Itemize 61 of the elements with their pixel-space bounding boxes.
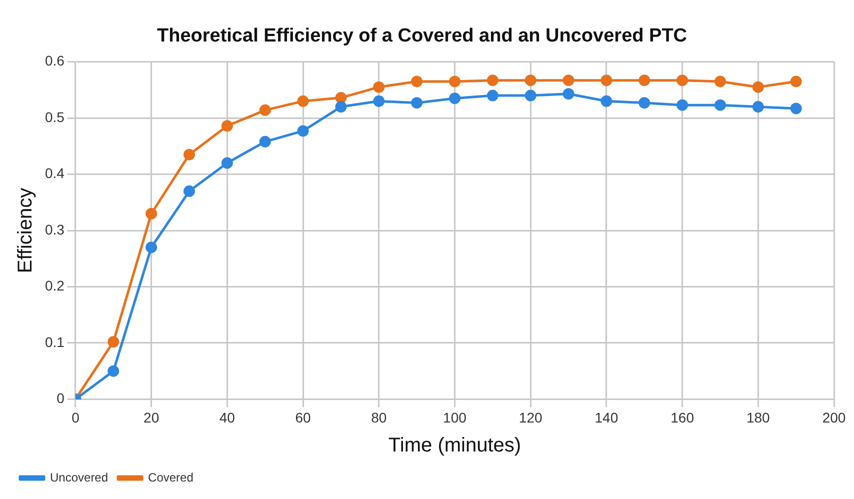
- point: [676, 99, 688, 111]
- x-tick-label: 100: [443, 409, 467, 426]
- point: [335, 101, 347, 113]
- y-tick-label: 0.5: [44, 108, 65, 125]
- x-axis-title: Time (minutes): [388, 434, 522, 457]
- point: [638, 74, 650, 86]
- point: [108, 365, 120, 377]
- y-tick-label: 0.1: [44, 334, 65, 350]
- point: [259, 136, 271, 148]
- point: [524, 74, 536, 86]
- x-tick-label: 40: [219, 409, 236, 426]
- point: [562, 74, 574, 86]
- x-tick-label: 0: [72, 409, 80, 426]
- x-tick-label: 180: [746, 409, 770, 426]
- y-tick-label: 0: [56, 390, 65, 406]
- point: [448, 92, 460, 104]
- point: [524, 90, 536, 102]
- point: [600, 74, 612, 86]
- y-axis-title: Efficiency: [14, 188, 37, 274]
- x-tick-label: 120: [518, 409, 542, 426]
- x-tick-label: 20: [144, 409, 160, 426]
- point: [752, 81, 764, 93]
- point: [411, 97, 423, 109]
- point: [108, 336, 120, 348]
- point: [790, 102, 802, 114]
- point: [297, 95, 309, 107]
- y-tick-label: 0.2: [44, 278, 65, 294]
- point: [714, 76, 726, 88]
- x-tick-label: 140: [594, 409, 618, 426]
- x-tick-label: 60: [295, 409, 312, 426]
- point: [297, 125, 309, 137]
- point: [486, 90, 498, 102]
- y-tick-label: 0.6: [44, 52, 65, 69]
- point: [600, 95, 612, 107]
- y-tick-label: 0.3: [44, 221, 65, 238]
- point: [146, 208, 158, 220]
- point: [221, 120, 233, 132]
- point: [411, 76, 423, 88]
- x-tick-label: 200: [822, 409, 846, 426]
- point: [183, 148, 195, 160]
- point: [562, 88, 574, 100]
- point: [221, 157, 233, 169]
- legend-label: Covered: [148, 470, 194, 484]
- y-tick-label: 0.4: [44, 165, 65, 182]
- point: [335, 92, 347, 104]
- point: [790, 76, 802, 88]
- point: [183, 185, 195, 197]
- point: [373, 81, 385, 93]
- point: [486, 74, 498, 86]
- point: [714, 99, 726, 111]
- point: [373, 95, 385, 107]
- legend-label: Uncovered: [50, 470, 108, 484]
- point: [638, 97, 650, 109]
- point: [752, 101, 764, 113]
- point: [448, 76, 460, 88]
- point: [259, 104, 271, 116]
- chart-title: Theoretical Efficiency of a Covered and an Uncovered PTC: [156, 26, 688, 47]
- point: [146, 242, 158, 254]
- x-tick-label: 160: [670, 409, 694, 426]
- point: [676, 74, 688, 86]
- x-tick-label: 80: [371, 409, 387, 426]
